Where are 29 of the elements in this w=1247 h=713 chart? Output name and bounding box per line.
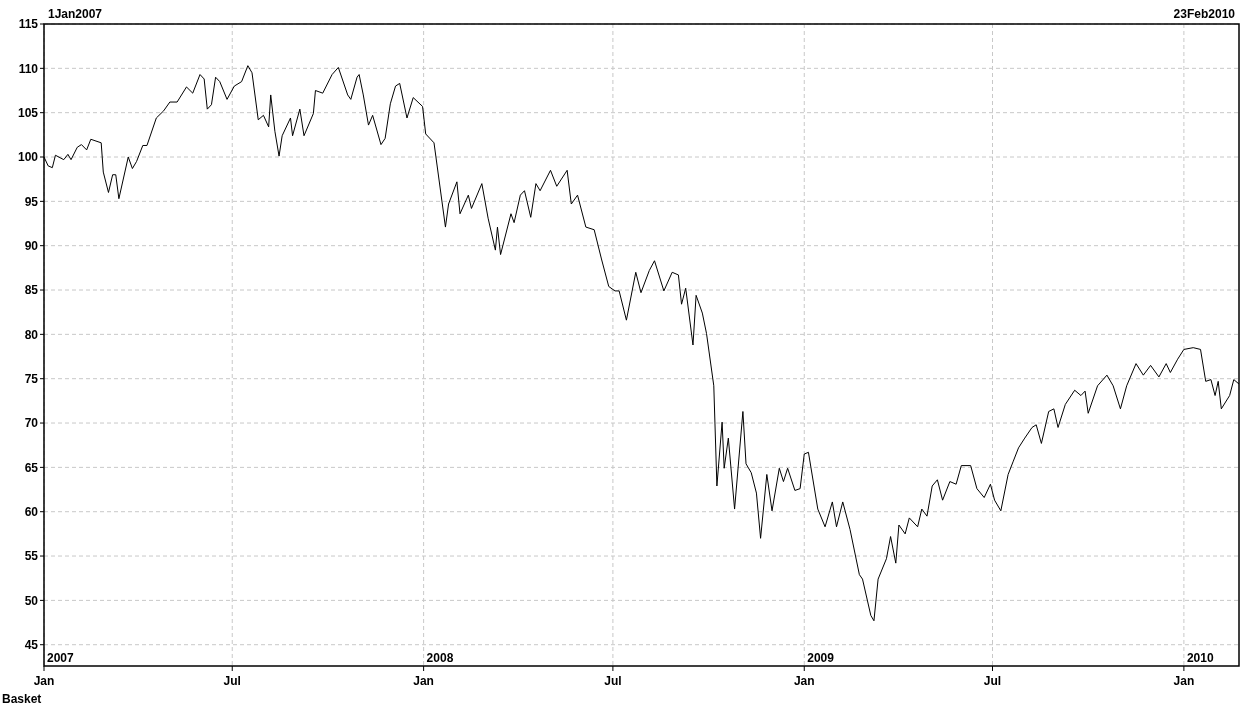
y-tick-label: 60 [24,504,39,519]
y-tick-label: 70 [24,416,39,431]
x-tick-label: Jul [223,674,241,688]
x-tick-label: Jul [983,674,1002,688]
annotation: 2010 [1186,651,1214,665]
annotation: 2009 [807,651,835,665]
y-tick-label: 90 [24,238,39,253]
text: 23Feb2010 [1173,7,1236,21]
y-tick-label: 65 [24,460,39,475]
y-tick-label: 45 [24,637,39,652]
annotation: 2007 [47,651,75,665]
y-tick-label: 100 [17,150,39,165]
y-tick-label: 55 [24,549,39,564]
annotation: 2008 [426,651,454,665]
y-tick-label: 95 [24,194,39,209]
y-tick-label: 85 [24,283,39,298]
text: 1Jan2007 [48,7,103,21]
x-tick-label: Jan [793,674,815,688]
x-axis-title: Basket [2,692,42,706]
y-tick-label: 75 [24,371,39,386]
x-tick-label: Jan [1173,674,1195,688]
x-tick-label: Jan [413,674,434,688]
y-tick-label: 110 [18,61,39,76]
x-tick-label: Jul [604,674,622,688]
x-tick-label: Jan [33,674,55,688]
y-tick-label: 80 [24,327,39,342]
y-tick-label: 105 [17,105,39,120]
y-tick-label: 50 [24,593,39,608]
y-tick-label: 115 [18,17,39,32]
